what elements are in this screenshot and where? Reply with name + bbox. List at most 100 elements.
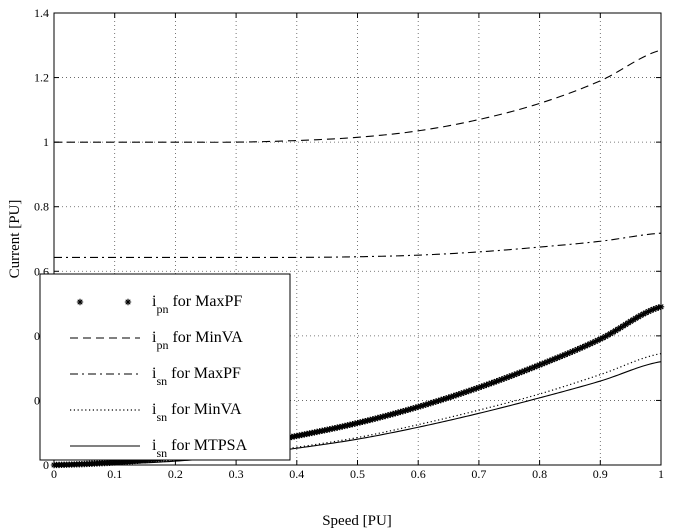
y-axis-label: Current [PU] [7,200,23,279]
series-point [399,408,407,415]
series-point [437,396,445,404]
series-point [460,389,467,396]
legend-entry-1-marker [124,298,132,306]
series-point [627,318,634,325]
series-point [404,406,412,413]
x-tick-label: 0.3 [229,467,244,481]
series-point [397,408,404,416]
series-point [445,394,452,401]
series-point [336,423,343,431]
series-point [594,337,601,344]
series-point [528,364,536,372]
series-point [543,358,551,366]
x-tick-label: 1 [658,467,664,481]
series-point [483,381,490,389]
series-point [394,409,402,416]
y-tick-label: 1.4 [34,6,49,20]
series-point [407,405,414,413]
series-point [655,304,662,311]
series-point [640,310,647,318]
series-point [645,308,652,315]
x-tick-label: 0.2 [168,467,183,481]
x-tick-label: 0 [51,467,57,481]
series-point [359,418,366,426]
series-point [354,419,361,427]
series-point [427,399,435,407]
series-point [503,374,510,381]
series-point [549,356,556,364]
series-point [622,321,629,328]
series-point [536,361,543,369]
series-point [493,378,500,385]
series-point [518,368,526,376]
series-point [420,402,427,409]
series-line-dashdot [54,232,662,258]
series-line-dashed [54,49,662,143]
legend-entry-5-label: isn for MTPSA [152,437,248,460]
series-point [586,340,594,348]
series-point [500,375,508,382]
series-point [463,388,470,396]
series-point [516,369,523,377]
series-point [384,412,392,419]
series-point [382,412,389,420]
series-point [430,399,437,406]
series-point [440,396,447,403]
series-point [341,422,349,430]
legend-entry-1-label: ipn for MaxPF [152,293,242,316]
series-point [417,402,424,410]
legend: ipn for MaxPF ipn for MinVA isn for MaxPF i… [39,273,291,461]
series-point [346,421,354,429]
series-point [511,371,518,378]
series-point [344,422,351,429]
series-point [554,354,561,362]
series-point [422,401,429,408]
series-point [508,372,515,379]
series-point [589,339,596,346]
series-point [612,327,619,334]
series-point [387,411,394,418]
series-point [584,341,591,349]
series-point [351,420,359,427]
series-point [546,357,553,365]
series-point [475,384,483,391]
series-point [531,363,538,371]
series-point [349,421,356,428]
series-point [614,325,622,333]
series-point [364,417,371,424]
series-point [377,414,384,421]
series-point [538,360,546,368]
y-tick-label: 1 [43,135,49,149]
series-point [533,362,541,370]
series-line-solid [53,361,662,466]
x-tick-label: 0.1 [107,467,122,481]
series-point [619,322,627,330]
series-point [635,313,642,321]
tick-group: 00.10.20.30.40.50.60.70.80.9100.20.40.60… [34,6,664,481]
series-point [425,400,432,408]
series-point [442,395,450,402]
y-tick-label: 0 [43,458,49,472]
x-tick-label: 0.5 [350,467,365,481]
series-point [541,359,548,367]
series-point [389,410,397,418]
series-point [581,342,589,350]
series-point [374,414,381,422]
legend-entry-1-marker [76,298,84,306]
series-point [457,390,465,397]
series-point [356,419,364,426]
legend-entry-3-label: isn for MaxPF [152,365,241,388]
legend-entry-4-label: isn for MinVA [152,401,242,424]
series-point [642,309,650,316]
series-point [379,413,386,420]
series-point [366,416,374,424]
series-point [559,352,566,359]
series-point [624,319,632,327]
series-point [650,306,657,313]
series-point [455,391,462,398]
series-point [564,350,571,357]
series-point [402,407,409,414]
series-point [478,383,485,390]
y-tick-label: 0.8 [34,200,49,214]
series-point [369,416,376,423]
